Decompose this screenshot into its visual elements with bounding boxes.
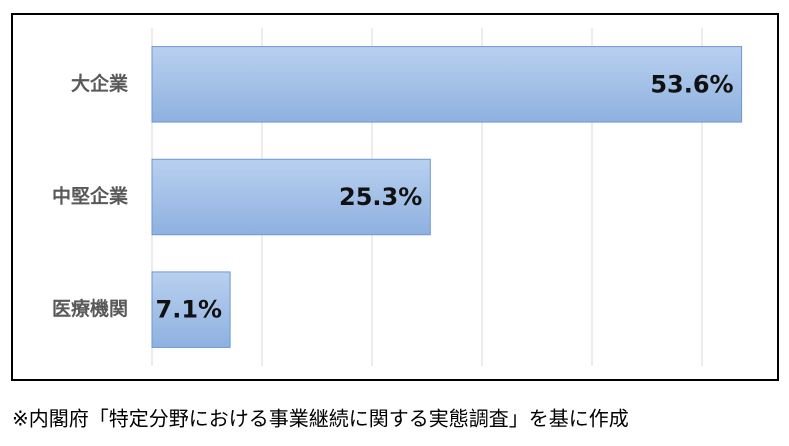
- plot-area: 大企業 53.6% 中堅企業 25.3% 医療機関 7.1%: [52, 28, 743, 366]
- category-label: 医療機関: [52, 297, 128, 320]
- value-label: 53.6%: [650, 70, 733, 98]
- value-label: 7.1%: [156, 296, 223, 324]
- bar: [151, 158, 431, 236]
- category-label: 大企業: [71, 72, 129, 95]
- footnote: ※内閣府「特定分野における事業継続に関する実態調査」を基に作成: [12, 407, 629, 431]
- value-label: 25.3%: [339, 183, 422, 211]
- bar: [151, 46, 743, 123]
- category-label: 中堅企業: [52, 185, 129, 208]
- bar: [151, 271, 231, 348]
